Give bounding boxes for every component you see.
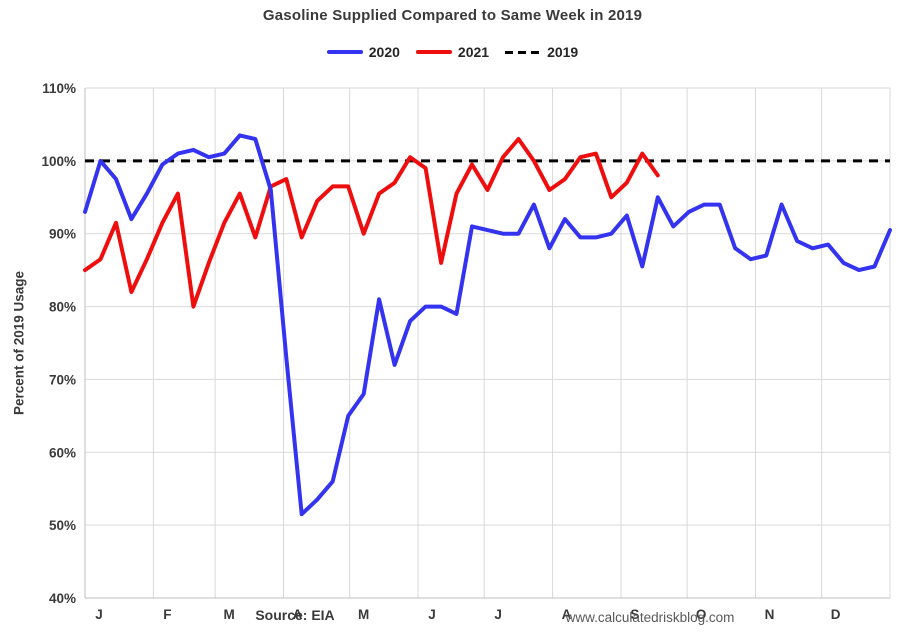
y-tick-label: 90% — [49, 227, 76, 242]
legend-swatch-2019 — [505, 50, 542, 54]
legend-swatch-2020 — [326, 50, 363, 54]
x-tick-label: N — [765, 607, 775, 622]
legend-item-2020: 2020 — [326, 44, 400, 60]
x-tick-label: F — [163, 607, 171, 622]
x-tick-label: A — [562, 607, 572, 622]
x-tick-label: J — [494, 607, 502, 622]
x-tick-label: D — [831, 607, 841, 622]
legend-swatch-2021 — [415, 50, 452, 54]
legend: 2020 2021 2019 — [0, 44, 905, 60]
y-tick-label: 100% — [41, 154, 76, 169]
source-text: Source: EIA — [255, 607, 335, 623]
y-tick-label: 110% — [42, 81, 76, 96]
legend-label-2021: 2021 — [457, 44, 490, 60]
series-2021-line — [83, 137, 660, 309]
x-tick-label: S — [630, 607, 639, 622]
x-tick-label: A — [293, 607, 303, 622]
y-tick-label: 60% — [49, 445, 76, 460]
series-2020-line — [83, 133, 892, 517]
x-tick-label: J — [95, 607, 103, 622]
y-tick-label: 40% — [49, 591, 76, 606]
x-tick-label: M — [223, 607, 234, 622]
x-tick-label: J — [428, 607, 436, 622]
chart-title: Gasoline Supplied Compared to Same Week … — [262, 7, 643, 24]
y-tick-label: 70% — [49, 372, 76, 387]
legend-item-2019: 2019 — [505, 44, 578, 60]
legend-label-2020: 2020 — [368, 44, 400, 60]
y-tick-label: 80% — [49, 300, 76, 315]
y-tick-label: 50% — [49, 518, 76, 533]
website-link[interactable]: www.calculatedriskblog.com — [565, 610, 735, 625]
legend-item-2021: 2021 — [415, 44, 490, 60]
legend-label-2019: 2019 — [547, 44, 579, 60]
x-tick-label: M — [358, 607, 369, 622]
x-tick-label: O — [696, 607, 707, 622]
